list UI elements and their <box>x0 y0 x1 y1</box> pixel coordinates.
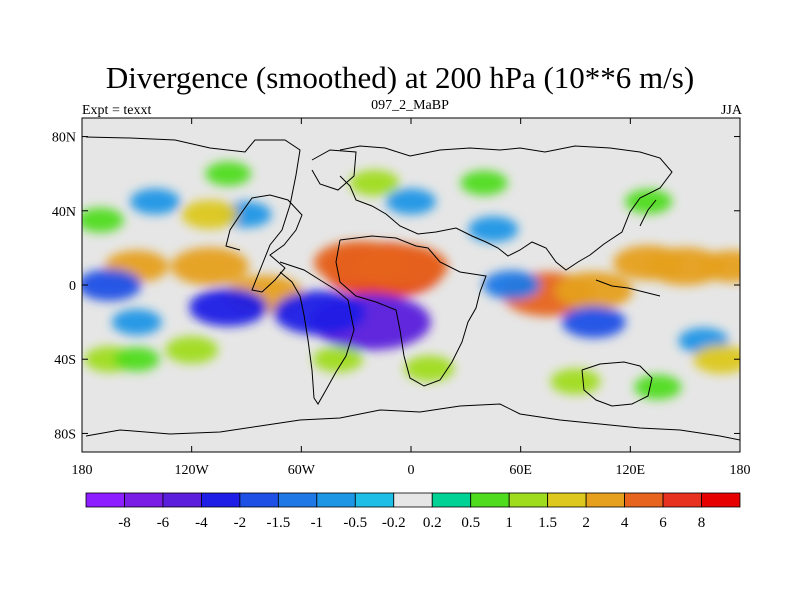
x-tick-label-1: 120W <box>175 463 210 478</box>
field-feature-15 <box>82 269 142 301</box>
coastline-africa <box>335 235 487 387</box>
field-feature-27 <box>625 189 673 214</box>
x-tick-label-3: 0 <box>408 463 415 478</box>
colorbar-swatch-8 <box>393 492 433 508</box>
colorbar-label-15: 8 <box>698 515 706 531</box>
field-feature-3 <box>170 247 249 286</box>
colorbar-swatch-4 <box>239 492 279 508</box>
x-tick-label-6: 180 <box>730 463 751 478</box>
colorbar-label-7: -0.2 <box>382 515 406 531</box>
coastline-south-america <box>279 261 355 405</box>
colorbar-swatch-2 <box>162 492 202 508</box>
field-feature-20 <box>130 188 181 215</box>
field-feature-25 <box>460 170 508 196</box>
coastline-europe-asia <box>339 145 673 271</box>
field-feature-16 <box>483 270 540 300</box>
colorbar-label-1: -6 <box>157 515 170 531</box>
colorbar-label-4: -1.5 <box>266 515 290 531</box>
y-tick-label-3: 40S <box>54 353 76 368</box>
field-feature-23 <box>181 200 239 229</box>
x-tick-label-4: 60E <box>509 463 532 478</box>
y-tick-label-1: 40N <box>52 205 76 220</box>
season-label: JJA <box>720 103 742 118</box>
colorbar-label-9: 0.5 <box>461 515 480 531</box>
coastline-antarctica <box>85 403 740 441</box>
coastlines <box>85 136 740 441</box>
colorbar-label-13: 4 <box>621 515 629 531</box>
field-feature-24 <box>349 169 400 196</box>
field-feature-6 <box>554 271 633 310</box>
colorbar-swatch-0 <box>85 492 125 508</box>
field-feature-32 <box>312 346 363 373</box>
y-tick-label-0: 80N <box>52 131 76 146</box>
y-tick-label-2: 0 <box>69 279 76 294</box>
coastline-north-america <box>85 136 303 293</box>
field-feature-14 <box>561 306 626 339</box>
colorbar-label-12: 2 <box>582 515 590 531</box>
colorbar-swatch-10 <box>470 492 510 508</box>
field-feature-31 <box>404 355 455 382</box>
field-feature-17 <box>386 188 436 215</box>
colorbar-label-10: 1 <box>505 515 513 531</box>
field-feature-2 <box>355 244 448 289</box>
field-feature-29 <box>165 336 219 364</box>
colorbar-swatch-15 <box>662 492 702 508</box>
coastline-indonesia <box>595 279 661 297</box>
colorbar-label-11: 1.5 <box>538 515 557 531</box>
colorbar-label-14: 6 <box>659 515 667 531</box>
colorbar-swatch-16 <box>701 492 741 508</box>
colorbar-swatch-11 <box>508 492 549 508</box>
colorbar-label-3: -2 <box>234 515 247 531</box>
field-feature-36 <box>113 347 160 372</box>
field-feature-18 <box>468 216 519 243</box>
run-id-label: 097_2_MaBP <box>371 98 449 113</box>
colorbar-swatch-12 <box>547 492 587 508</box>
field-feature-12 <box>273 290 366 335</box>
colorbar-swatch-9 <box>431 492 472 508</box>
coastline-japan <box>639 199 657 227</box>
colorbar-swatch-3 <box>201 492 241 508</box>
colorbar-label-8: 0.2 <box>423 515 442 531</box>
field-feature-35 <box>693 344 740 374</box>
field-feature-26 <box>205 161 252 186</box>
colorbar-swatch-5 <box>277 492 318 508</box>
x-tick-label-2: 60W <box>288 463 316 478</box>
colorbar-swatch-7 <box>354 492 395 508</box>
x-tick-label-5: 120E <box>616 463 646 478</box>
colorbar-swatch-1 <box>124 492 164 508</box>
colorbar-swatch-14 <box>624 492 664 508</box>
colorbar-label-0: -8 <box>118 515 131 531</box>
x-tick-label-0: 180 <box>72 463 93 478</box>
colorbar-label-5: -1 <box>311 515 324 531</box>
coastline-greenland <box>311 149 357 191</box>
field-feature-34 <box>634 374 682 400</box>
colorbar-label-2: -4 <box>195 515 208 531</box>
field-feature-28 <box>82 207 124 233</box>
y-tick-label-4: 80S <box>54 427 76 442</box>
field-feature-9 <box>698 250 740 283</box>
field-feature-13 <box>189 288 268 327</box>
experiment-label: Expt = texxt <box>82 103 152 118</box>
chart-title: Divergence (smoothed) at 200 hPa (10**6 … <box>105 60 695 95</box>
colorbar-label-6: -0.5 <box>343 515 367 531</box>
field-feature-8 <box>613 245 685 281</box>
colorbar-swatch-13 <box>585 492 625 508</box>
coastline-australia <box>581 361 653 407</box>
colorbar-swatch-6 <box>316 492 356 508</box>
field-feature-33 <box>550 368 601 395</box>
field-feature-22 <box>111 309 162 336</box>
